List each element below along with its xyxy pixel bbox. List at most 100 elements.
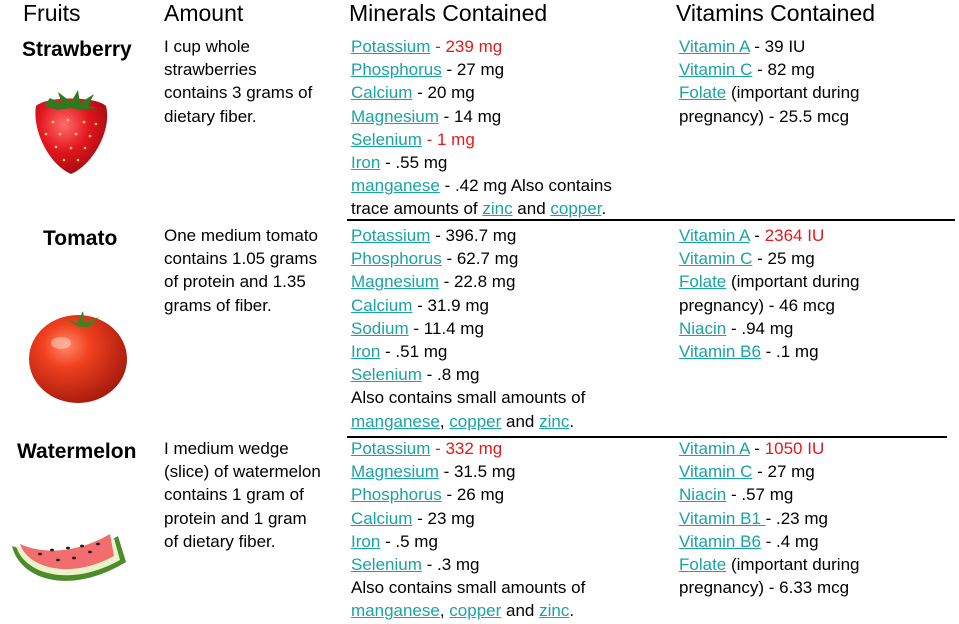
info-line: Potassium - 396.7 mg bbox=[351, 224, 585, 247]
amount-line: strawberries bbox=[164, 60, 257, 80]
amount-tomato: One medium tomato contains 1.05 grams of… bbox=[164, 224, 318, 317]
info-line: Calcium - 20 mg bbox=[351, 81, 612, 104]
info-text: . bbox=[601, 199, 607, 219]
info-text: (important during bbox=[726, 83, 860, 103]
info-line: trace amounts of zinc and copper. bbox=[351, 197, 612, 220]
nutrient-link[interactable]: Phosphorus bbox=[351, 485, 442, 505]
row-divider bbox=[347, 219, 955, 221]
nutrient-link[interactable]: Selenium bbox=[351, 129, 422, 149]
nutrient-link[interactable]: Vitamin C bbox=[679, 462, 753, 482]
nutrient-link[interactable]: Calcium bbox=[351, 508, 413, 528]
nutrient-link[interactable]: Iron bbox=[351, 342, 381, 362]
nutrient-link[interactable]: manganese bbox=[351, 601, 440, 621]
nutrient-link[interactable]: Niacin bbox=[679, 485, 727, 505]
info-text: - bbox=[749, 439, 765, 458]
info-line: Vitamin A - 39 IU bbox=[679, 35, 859, 58]
amount-watermelon: I medium wedge (slice) of watermelon con… bbox=[164, 437, 321, 553]
info-line: Selenium - 1 mg bbox=[351, 128, 612, 151]
nutrient-link[interactable]: Potassium bbox=[351, 226, 431, 245]
info-line: Also contains small amounts of bbox=[351, 576, 585, 599]
nutrient-link[interactable]: Folate bbox=[679, 83, 727, 103]
header-fruits: Fruits bbox=[23, 0, 81, 26]
info-text: pregnancy) - 25.5 mcg bbox=[679, 106, 850, 126]
info-text: - 62.7 mg bbox=[441, 249, 519, 269]
info-text: - 31.9 mg bbox=[412, 295, 489, 315]
info-line: Vitamin B1 - .23 mg bbox=[679, 507, 859, 530]
info-text: trace amounts of bbox=[351, 199, 483, 219]
nutrient-link[interactable]: Sodium bbox=[351, 318, 409, 338]
row-divider bbox=[347, 436, 947, 438]
nutrient-link[interactable]: copper bbox=[550, 199, 602, 219]
info-text: - .4 mg bbox=[760, 531, 819, 551]
amount-line: contains 1.05 grams bbox=[164, 249, 318, 269]
info-text: - 1 mg bbox=[421, 129, 475, 149]
tomato-image bbox=[29, 311, 127, 403]
nutrient-link[interactable]: Iron bbox=[351, 153, 381, 173]
info-text: - 27 mg bbox=[441, 60, 505, 80]
info-text: (important during bbox=[726, 555, 860, 575]
info-text: - 31.5 mg bbox=[438, 462, 516, 482]
nutrient-link[interactable]: zinc bbox=[539, 411, 570, 431]
nutrient-link[interactable]: Vitamin C bbox=[679, 249, 753, 269]
minerals-watermelon: Potassium - 332 mg Magnesium - 31.5 mg Pho… bbox=[351, 437, 585, 623]
nutrient-link[interactable]: manganese bbox=[351, 176, 440, 196]
vitamins-watermelon: Vitamin A - 1050 IU Vitamin C - 27 mg Niac… bbox=[679, 437, 859, 599]
nutrient-link[interactable]: Vitamin B6 bbox=[679, 342, 761, 362]
nutrient-link[interactable]: Phosphorus bbox=[351, 60, 442, 80]
nutrient-link[interactable]: Vitamin A bbox=[679, 37, 750, 56]
info-line: Vitamin B6 - .4 mg bbox=[679, 530, 859, 553]
nutrient-link[interactable]: Folate bbox=[679, 272, 727, 292]
amount-line: dietary fiber. bbox=[164, 106, 257, 126]
info-text: - 26 mg bbox=[441, 485, 505, 505]
info-line: Iron - .55 mg bbox=[351, 151, 612, 174]
info-text: - 11.4 mg bbox=[408, 318, 484, 338]
info-line: Calcium - 23 mg bbox=[351, 507, 585, 530]
nutrient-link[interactable]: Folate bbox=[679, 555, 727, 575]
info-text: - 23 mg bbox=[412, 508, 475, 528]
info-text: , bbox=[439, 411, 450, 431]
amount-strawberry: I cup whole strawberries contains 3 gram… bbox=[164, 35, 312, 128]
nutrient-link[interactable]: zinc bbox=[539, 601, 570, 621]
nutrient-link[interactable]: zinc bbox=[482, 199, 513, 219]
amount-line: of dietary fiber. bbox=[164, 531, 276, 551]
minerals-strawberry: Potassium - 239 mg Phosphorus - 27 mg Calc… bbox=[351, 35, 612, 221]
info-line: Selenium - .3 mg bbox=[351, 553, 585, 576]
amount-line: (slice) of watermelon bbox=[164, 462, 321, 482]
nutrient-link[interactable]: Vitamin A bbox=[679, 439, 750, 458]
nutrient-link[interactable]: Iron bbox=[351, 531, 381, 551]
nutrient-link[interactable]: Magnesium bbox=[351, 462, 439, 482]
nutrient-link[interactable]: Vitamin B1 bbox=[679, 508, 766, 528]
info-line: Vitamin A - 2364 IU bbox=[679, 224, 859, 247]
info-text: . bbox=[569, 411, 575, 431]
nutrient-link[interactable]: Niacin bbox=[679, 318, 727, 338]
info-text: - .8 mg bbox=[421, 365, 480, 385]
nutrient-link[interactable]: Potassium bbox=[351, 439, 431, 458]
nutrient-link[interactable]: copper bbox=[449, 411, 502, 431]
nutrient-link[interactable]: copper bbox=[449, 601, 502, 621]
nutrient-link[interactable]: manganese bbox=[351, 411, 440, 431]
nutrient-link[interactable]: Selenium bbox=[351, 555, 422, 575]
info-line: Magnesium - 14 mg bbox=[351, 105, 612, 128]
nutrient-link[interactable]: Selenium bbox=[351, 365, 422, 385]
nutrient-link[interactable]: Magnesium bbox=[351, 272, 439, 292]
amount-line: One medium tomato bbox=[164, 226, 319, 245]
nutrient-link[interactable]: Magnesium bbox=[351, 106, 439, 126]
nutrient-link[interactable]: Potassium bbox=[351, 37, 431, 56]
info-line: manganese, copper and zinc. bbox=[351, 599, 585, 622]
info-text: - .5 mg bbox=[380, 531, 438, 551]
info-line: pregnancy) - 25.5 mcg bbox=[679, 105, 859, 128]
info-text: Also contains small amounts of bbox=[351, 388, 586, 408]
info-line: Folate (important during bbox=[679, 270, 859, 293]
info-text: . bbox=[569, 601, 575, 621]
nutrient-link[interactable]: Vitamin C bbox=[679, 60, 753, 80]
info-line: Potassium - 332 mg bbox=[351, 437, 585, 460]
amount-line: I medium wedge bbox=[164, 439, 289, 458]
amount-line: I cup whole bbox=[164, 37, 250, 56]
info-text: - 239 mg bbox=[430, 37, 503, 56]
nutrient-link[interactable]: Phosphorus bbox=[351, 249, 442, 269]
nutrient-link[interactable]: Calcium bbox=[351, 83, 413, 103]
nutrient-link[interactable]: Vitamin A bbox=[679, 226, 750, 245]
info-text: - .1 mg bbox=[760, 342, 819, 362]
nutrient-link[interactable]: Vitamin B6 bbox=[679, 531, 761, 551]
nutrient-link[interactable]: Calcium bbox=[351, 295, 413, 315]
